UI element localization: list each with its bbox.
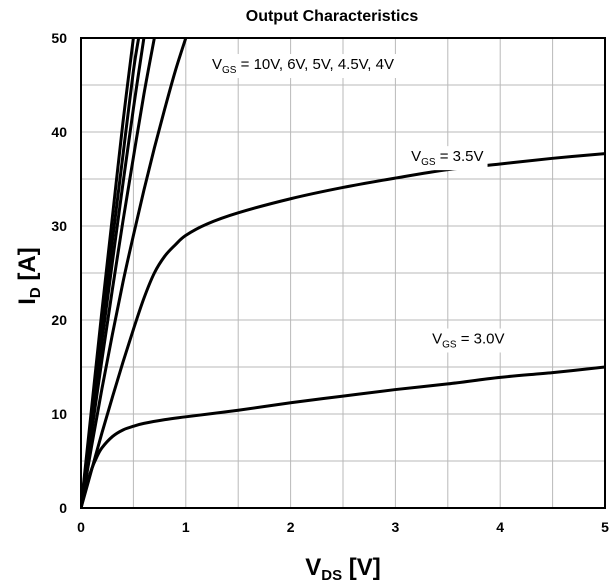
y-axis-label: ID [A] bbox=[14, 247, 44, 305]
annotation-label: VGS = 3.0V bbox=[432, 331, 504, 351]
series-line bbox=[81, 38, 156, 508]
annotation-label: VGS = 3.5V bbox=[411, 148, 483, 168]
annotations: VGS = 10V, 6V, 5V, 4.5V, 4V VGS = 3.5V VGS… bbox=[208, 54, 509, 353]
x-tick-label: 2 bbox=[287, 519, 295, 535]
x-tick-label: 5 bbox=[601, 519, 609, 535]
series-line bbox=[81, 365, 605, 508]
grid-lines bbox=[81, 38, 605, 508]
x-tick-label: 3 bbox=[392, 519, 400, 535]
annotation-background bbox=[407, 146, 488, 171]
y-tick-label: 50 bbox=[51, 30, 67, 46]
series-line bbox=[81, 152, 605, 508]
annotation-label: VGS = 10V, 6V, 5V, 4.5V, 4V bbox=[212, 56, 394, 76]
annotation-background bbox=[428, 328, 509, 353]
y-tick-label: 10 bbox=[51, 406, 67, 422]
y-tick-label: 0 bbox=[59, 500, 67, 516]
plot-frame bbox=[80, 37, 606, 509]
series-line bbox=[81, 38, 188, 508]
chart-title: Output Characteristics bbox=[246, 8, 419, 25]
y-tick-label: 20 bbox=[51, 312, 67, 328]
annotation-background bbox=[208, 54, 398, 79]
x-tick-label: 0 bbox=[77, 519, 85, 535]
x-tick-label: 4 bbox=[496, 519, 504, 535]
y-tick-label: 30 bbox=[51, 218, 67, 234]
series-lines bbox=[81, 38, 605, 508]
y-tick-label: 40 bbox=[51, 124, 67, 140]
x-axis-label: VDS [V] bbox=[305, 554, 381, 584]
x-tick-label: 1 bbox=[182, 519, 190, 535]
